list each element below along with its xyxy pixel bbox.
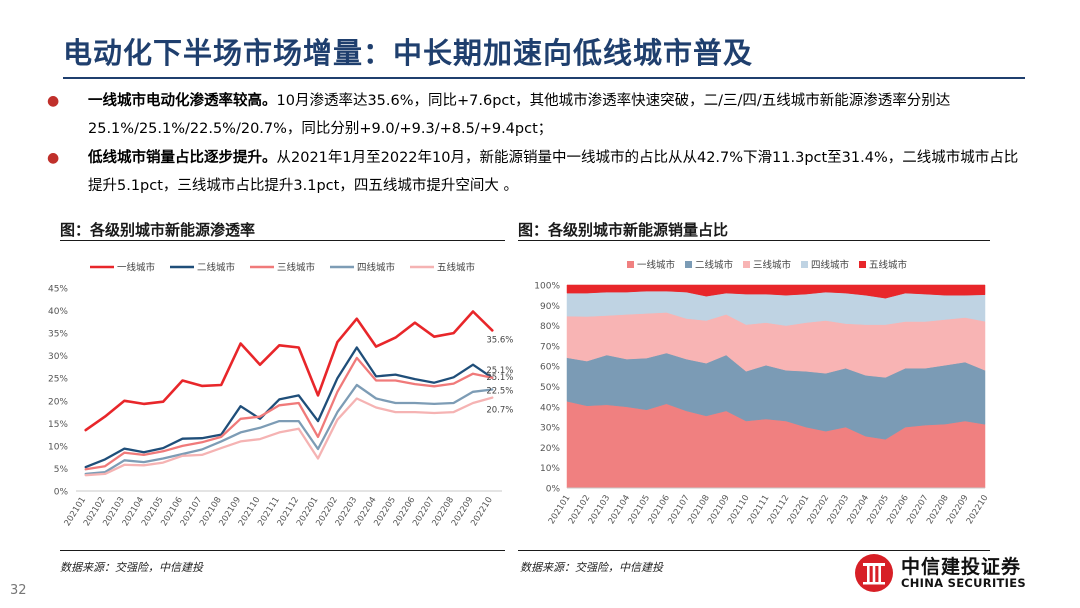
y-tick-label: 0% <box>54 488 69 498</box>
y-tick-label: 5% <box>54 465 69 475</box>
bullet-2-text: 从2021年1月至2022年10月，新能源销量中一线城市的占比从从42.7%下滑… <box>88 150 1019 194</box>
y-tick-label: 90% <box>540 302 560 312</box>
page-number: 32 <box>10 583 27 598</box>
y-tick-label: 20% <box>540 444 560 454</box>
end-value-label-1: 35.6% <box>486 335 513 345</box>
legend-label-2: 二线城市 <box>695 259 734 271</box>
y-tick-label: 40% <box>48 307 68 317</box>
legend-swatch-3 <box>743 261 750 268</box>
bullet-dot-icon: ● <box>47 150 60 166</box>
chart1-title-rule <box>60 240 505 241</box>
end-value-label-2: 25.1% <box>486 366 513 376</box>
source-note-right: 数据来源：交强险，中信建投 <box>520 561 663 574</box>
penetration-line-chart: 0%5%10%15%20%25%30%35%40%45%202101202102… <box>48 262 513 529</box>
series-line-2 <box>84 346 494 469</box>
y-tick-label: 15% <box>48 420 68 430</box>
y-tick-label: 100% <box>534 282 560 292</box>
logo-text-cn: 中信建投证券 <box>901 556 1022 578</box>
legend-swatch-1 <box>627 261 634 268</box>
y-tick-label: 50% <box>540 383 560 393</box>
bullet-2-bold: 低线城市销量占比逐步提升。 <box>88 150 277 166</box>
y-tick-label: 20% <box>48 397 68 407</box>
bullet-1-bold: 一线城市电动化渗透率较高。 <box>88 93 277 109</box>
y-tick-label: 40% <box>540 403 560 413</box>
legend-label-5: 五线城市 <box>437 262 476 274</box>
y-tick-label: 60% <box>540 363 560 373</box>
chart1-bottom-rule <box>60 550 505 551</box>
legend-label-1: 一线城市 <box>117 262 156 274</box>
y-tick-label: 10% <box>540 464 560 474</box>
end-value-label-5: 20.7% <box>486 406 513 416</box>
legend-label-5: 五线城市 <box>869 259 908 271</box>
chart2-bottom-rule <box>518 550 990 551</box>
y-tick-label: 35% <box>48 330 68 340</box>
source-note-left: 数据来源：交强险，中信建投 <box>60 561 203 574</box>
bullet-1-text: 10月渗透率达35.6%，同比+7.6pct，其他城市渗透率快速突破，二/三/四… <box>88 93 951 137</box>
bullet-1: ● 一线城市电动化渗透率较高。10月渗透率达35.6%，同比+7.6pct，其他… <box>47 87 1020 143</box>
legend-swatch-4 <box>801 261 808 268</box>
bullet-dot-icon: ● <box>47 93 60 109</box>
legend-swatch-5 <box>859 261 866 268</box>
share-area-chart: 0%10%20%30%40%50%60%70%80%90%100%2021012… <box>534 259 990 526</box>
chart1-title: 图：各级别城市新能源渗透率 <box>60 221 256 239</box>
chart2-title: 图：各级别城市新能源销量占比 <box>518 221 729 239</box>
y-tick-label: 30% <box>540 424 560 434</box>
series-line-3 <box>84 356 494 471</box>
page-title: 电动化下半场市场增量：中长期加速向低线城市普及 <box>63 36 754 70</box>
legend-label-3: 三线城市 <box>753 259 792 271</box>
logo-text-en: CHINA SECURITIES <box>901 576 1026 590</box>
legend-label-4: 四线城市 <box>811 259 850 271</box>
series-line-5 <box>84 396 494 477</box>
series-line-4 <box>84 383 494 476</box>
legend-label-1: 一线城市 <box>637 259 676 271</box>
y-tick-label: 25% <box>48 375 68 385</box>
y-tick-label: 80% <box>540 322 560 332</box>
legend-label-2: 二线城市 <box>197 262 236 274</box>
china-securities-logo-icon <box>855 554 893 592</box>
end-value-label-4: 22.5% <box>486 387 513 397</box>
y-tick-label: 0% <box>546 485 561 495</box>
series-line-1 <box>84 310 494 432</box>
area-band-5 <box>566 284 986 299</box>
legend-swatch-2 <box>685 261 692 268</box>
legend-label-3: 三线城市 <box>277 262 316 274</box>
end-value-label-3: 25.1% <box>486 373 513 383</box>
y-tick-label: 30% <box>48 352 68 362</box>
y-tick-label: 45% <box>48 285 68 295</box>
bullet-2: ● 低线城市销量占比逐步提升。从2021年1月至2022年10月，新能源销量中一… <box>47 144 1020 200</box>
y-tick-label: 70% <box>540 342 560 352</box>
y-tick-label: 10% <box>48 442 68 452</box>
legend-label-4: 四线城市 <box>357 262 396 274</box>
title-divider <box>63 77 1025 79</box>
chart2-title-rule <box>518 240 990 241</box>
